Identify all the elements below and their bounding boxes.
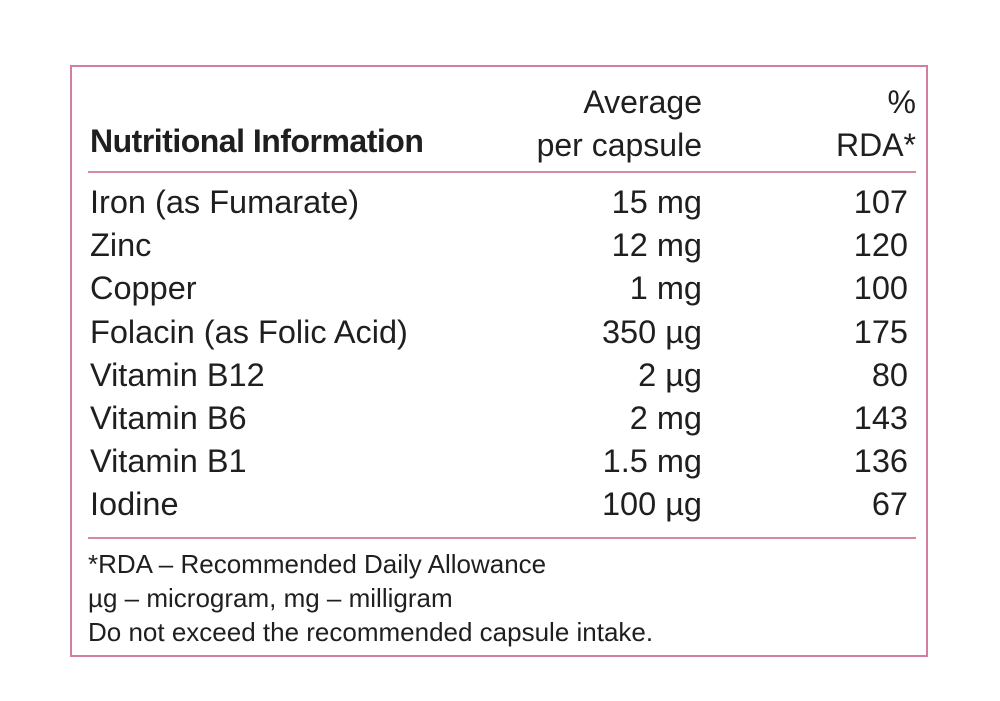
nutrient-rda: 80 [871, 356, 908, 393]
nutrient-name: Iodine [90, 486, 179, 523]
amount-header-line2: per capsule [536, 127, 702, 163]
nutrient-amount: 350 µg [601, 313, 702, 350]
nutrient-rda: 175 [853, 313, 908, 350]
footnote-warning: Do not exceed the recommended capsule in… [88, 617, 654, 647]
nutrient-name: Copper [90, 270, 197, 307]
footer-divider [88, 537, 916, 539]
nutrient-rda: 136 [853, 443, 908, 480]
nutrient-name: Iron (as Fumarate) [90, 184, 360, 220]
nutrient-amount: 2 mg [629, 399, 702, 436]
footnote-rda: *RDA – Recommended Daily Allowance [88, 549, 547, 579]
nutrient-amount: 1 mg [629, 270, 702, 307]
nutrient-name: Vitamin B12 [90, 356, 265, 393]
nutrient-rows: Iron (as Fumarate) 15 mg 107 Zinc 12 mg … [72, 184, 926, 530]
nutrient-name: Zinc [90, 227, 152, 264]
amount-column-header: Average per capsule [537, 81, 702, 167]
header-divider [88, 171, 916, 173]
nutrient-rda: 120 [853, 227, 908, 264]
nutrient-amount: 15 mg [611, 184, 702, 220]
nutrient-name: Vitamin B6 [90, 399, 247, 436]
table-row: Copper 1 mg 100 [72, 270, 926, 313]
nutrient-amount: 2 µg [638, 356, 702, 393]
nutrient-rda: 100 [853, 270, 908, 307]
nutrient-rda: 143 [853, 399, 908, 436]
nutrient-rda: 67 [871, 486, 908, 523]
nutrient-amount: 100 µg [601, 486, 702, 523]
rda-header-line1: % [887, 84, 916, 120]
table-title: Nutritional Information [90, 123, 424, 159]
table-row: Zinc 12 mg 120 [72, 227, 926, 270]
rda-header-line2: RDA* [835, 127, 916, 163]
nutrient-amount: 12 mg [611, 227, 702, 264]
nutrient-name: Folacin (as Folic Acid) [90, 313, 408, 350]
footnotes: *RDA – Recommended Daily Allowance µg – … [88, 547, 653, 649]
footnote-units: µg – microgram, mg – milligram [88, 583, 453, 613]
nutrient-rda: 107 [853, 184, 908, 220]
table-row: Folacin (as Folic Acid) 350 µg 175 [72, 314, 926, 357]
table-header: Nutritional Information Average per caps… [72, 67, 926, 171]
amount-header-line1: Average [583, 84, 702, 120]
nutrient-name: Vitamin B1 [90, 443, 247, 480]
table-row: Vitamin B6 2 mg 143 [72, 400, 926, 443]
nutrition-label-panel: Nutritional Information Average per caps… [70, 65, 928, 657]
table-row: Iron (as Fumarate) 15 mg 107 [72, 184, 926, 227]
rda-column-header: % RDA* [836, 81, 916, 167]
table-row: Vitamin B12 2 µg 80 [72, 357, 926, 400]
table-row: Iodine 100 µg 67 [72, 486, 926, 529]
table-row: Vitamin B1 1.5 mg 136 [72, 443, 926, 486]
nutrient-amount: 1.5 mg [602, 443, 702, 480]
